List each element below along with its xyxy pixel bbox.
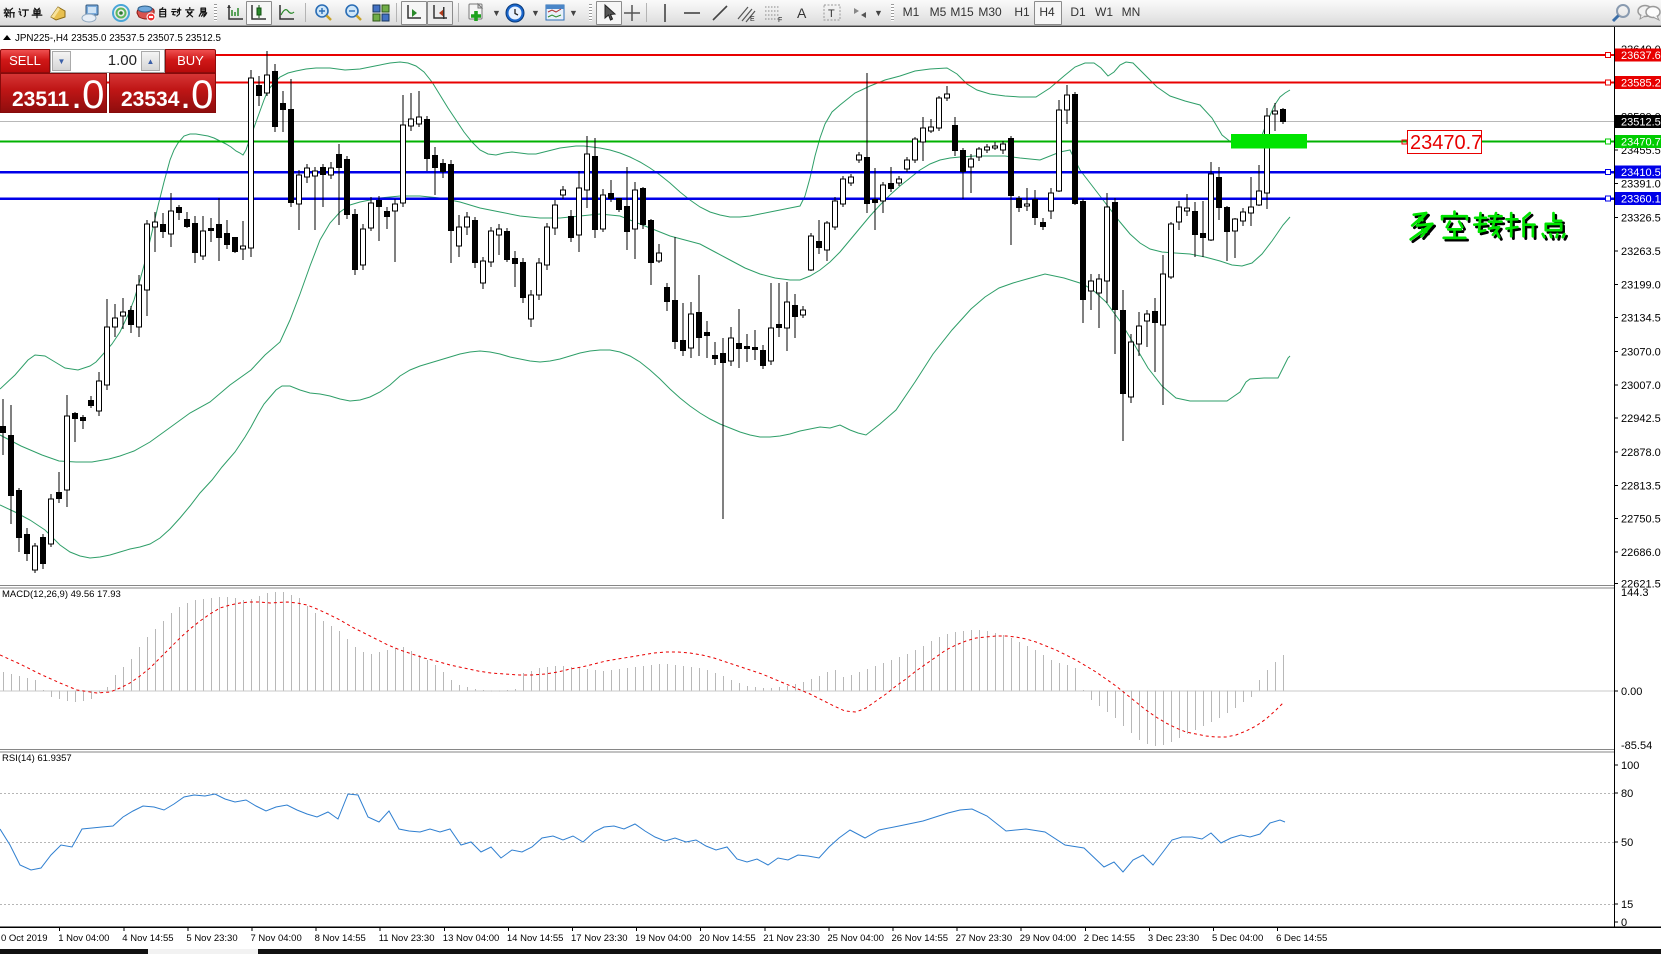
svg-text:3 Dec 23:30: 3 Dec 23:30 xyxy=(1148,933,1199,944)
svg-text:0 Oct 2019: 0 Oct 2019 xyxy=(1,933,47,944)
svg-text:23326.5: 23326.5 xyxy=(1621,212,1661,224)
svg-text:6 Dec 14:55: 6 Dec 14:55 xyxy=(1276,933,1327,944)
svg-text:1 Nov 04:00: 1 Nov 04:00 xyxy=(58,933,109,944)
svg-text:23199.0: 23199.0 xyxy=(1621,279,1661,291)
svg-text:25 Nov 04:00: 25 Nov 04:00 xyxy=(827,933,884,944)
svg-text:22750.5: 22750.5 xyxy=(1621,514,1661,526)
svg-text:21 Nov 23:30: 21 Nov 23:30 xyxy=(763,933,820,944)
svg-text:F: F xyxy=(778,17,782,23)
svg-text:17 Nov 23:30: 17 Nov 23:30 xyxy=(571,933,628,944)
svg-text:5 Dec 04:00: 5 Dec 04:00 xyxy=(1212,933,1263,944)
svg-text:8 Nov 14:55: 8 Nov 14:55 xyxy=(315,933,366,944)
svg-text:0: 0 xyxy=(1621,917,1627,929)
svg-text:0.00: 0.00 xyxy=(1621,686,1642,698)
svg-text:23134.5: 23134.5 xyxy=(1621,313,1661,325)
svg-text:22621.5: 22621.5 xyxy=(1621,579,1661,591)
svg-text:MACD(12,26,9) 49.56 17.93: MACD(12,26,9) 49.56 17.93 xyxy=(2,589,121,600)
svg-text:5 Nov 23:30: 5 Nov 23:30 xyxy=(186,933,237,944)
svg-text:23585.2: 23585.2 xyxy=(1621,78,1661,90)
svg-text:100: 100 xyxy=(1621,760,1639,772)
svg-text:144.3: 144.3 xyxy=(1621,587,1649,599)
svg-text:23512.5: 23512.5 xyxy=(1621,117,1661,129)
svg-text:JPN225-,H4 23535.0 23537.5 23: JPN225-,H4 23535.0 23537.5 23507.5 23512… xyxy=(15,33,221,44)
svg-text:22686.0: 22686.0 xyxy=(1621,547,1661,559)
svg-text:26 Nov 14:55: 26 Nov 14:55 xyxy=(892,933,949,944)
svg-text:2 Dec 14:55: 2 Dec 14:55 xyxy=(1084,933,1135,944)
svg-text:29 Nov 04:00: 29 Nov 04:00 xyxy=(1020,933,1077,944)
svg-text:27 Nov 23:30: 27 Nov 23:30 xyxy=(956,933,1013,944)
svg-text:7 Nov 04:00: 7 Nov 04:00 xyxy=(251,933,302,944)
svg-text:23391.0: 23391.0 xyxy=(1621,179,1661,191)
svg-text:50: 50 xyxy=(1621,837,1633,849)
svg-text:13 Nov 04:00: 13 Nov 04:00 xyxy=(443,933,500,944)
svg-text:14 Nov 14:55: 14 Nov 14:55 xyxy=(507,933,564,944)
svg-text:23007.0: 23007.0 xyxy=(1621,380,1661,392)
svg-text:-85.54: -85.54 xyxy=(1621,740,1652,752)
svg-text:80: 80 xyxy=(1621,788,1633,800)
svg-text:RSI(14) 61.9357: RSI(14) 61.9357 xyxy=(2,753,72,764)
svg-text:23470.7: 23470.7 xyxy=(1410,132,1482,154)
svg-text:20 Nov 14:55: 20 Nov 14:55 xyxy=(699,933,756,944)
svg-text:23410.5: 23410.5 xyxy=(1621,167,1661,179)
svg-text:23263.5: 23263.5 xyxy=(1621,246,1661,258)
svg-text:23070.0: 23070.0 xyxy=(1621,346,1661,358)
svg-text:19 Nov 04:00: 19 Nov 04:00 xyxy=(635,933,692,944)
svg-text:23360.1: 23360.1 xyxy=(1621,194,1661,206)
svg-text:22878.0: 22878.0 xyxy=(1621,447,1661,459)
svg-text:23470.7: 23470.7 xyxy=(1621,137,1661,149)
svg-text:22813.5: 22813.5 xyxy=(1621,480,1661,492)
svg-text:23637.6: 23637.6 xyxy=(1621,50,1661,62)
svg-text:22942.5: 22942.5 xyxy=(1621,413,1661,425)
svg-text:T: T xyxy=(828,8,835,20)
svg-text:15: 15 xyxy=(1621,899,1633,911)
svg-text:E: E xyxy=(750,16,755,23)
svg-text:4 Nov 14:55: 4 Nov 14:55 xyxy=(122,933,173,944)
svg-text:11 Nov 23:30: 11 Nov 23:30 xyxy=(379,933,435,944)
